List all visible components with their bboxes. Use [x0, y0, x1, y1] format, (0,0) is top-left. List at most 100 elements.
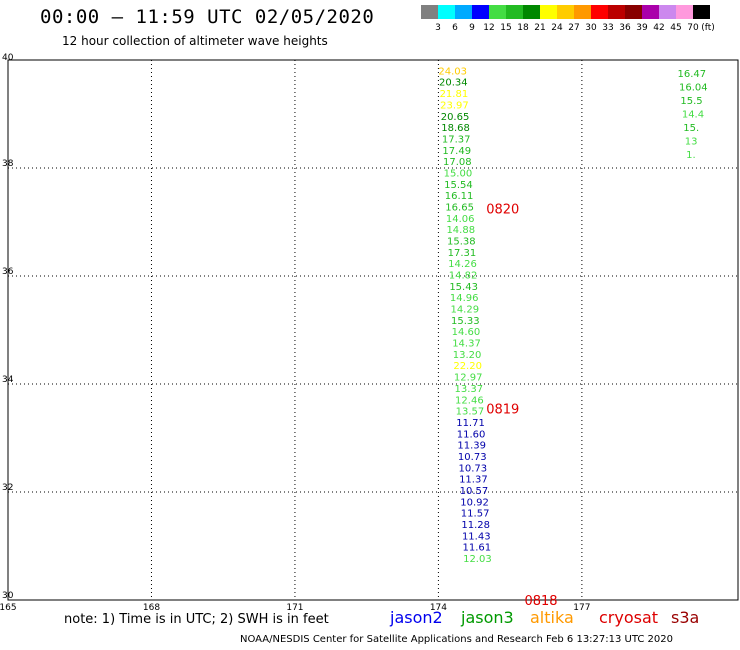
wave-height-value: 1.	[686, 150, 696, 161]
y-tick-label: 30	[2, 591, 14, 601]
wave-height-value: 14.82	[449, 271, 478, 282]
x-tick-label: 171	[286, 603, 303, 613]
wave-height-value: 14.37	[452, 339, 481, 350]
color-swatch	[557, 5, 574, 19]
color-swatch	[625, 5, 642, 19]
legend-item-s3a: s3a	[671, 608, 700, 627]
legend-item-jason2: jason2	[390, 608, 443, 627]
color-swatch	[659, 5, 676, 19]
color-scale-label: 9	[469, 23, 475, 33]
wave-height-value: 11.57	[461, 509, 490, 520]
color-scale-label: 70	[687, 23, 699, 33]
color-swatch	[591, 5, 608, 19]
color-scale-label: 42	[653, 23, 665, 33]
color-swatch	[472, 5, 489, 19]
color-swatch	[608, 5, 625, 19]
color-scale-label: 24	[551, 23, 563, 33]
wave-height-value: 10.73	[459, 463, 488, 474]
y-tick-label: 32	[2, 483, 13, 493]
wave-height-value: 15.54	[444, 180, 473, 191]
color-swatch	[540, 5, 557, 19]
wave-height-value: 15.38	[447, 237, 476, 248]
wave-height-value: 15.33	[451, 316, 480, 327]
wave-height-value: 11.60	[457, 429, 486, 440]
wave-height-value: 21.81	[440, 89, 469, 100]
wave-height-value: 12.46	[455, 395, 484, 406]
wave-height-value: 14.96	[450, 293, 479, 304]
x-tick-label: 174	[430, 603, 447, 613]
color-swatch	[642, 5, 659, 19]
wave-height-value: 11.37	[459, 475, 488, 486]
wave-height-value: 18.68	[441, 123, 470, 134]
color-swatch	[574, 5, 591, 19]
footer-credit: NOAA/NESDIS Center for Satellite Applica…	[240, 634, 673, 645]
wave-height-value: 10.57	[460, 486, 489, 497]
wave-height-value: 14.60	[452, 327, 481, 338]
wave-height-value: 15.	[683, 123, 699, 134]
wave-height-value: 23.97	[440, 100, 469, 111]
note-text: note: 1) Time is in UTC; 2) SWH is in fe…	[64, 612, 329, 627]
x-tick-label: 165	[0, 603, 17, 613]
wave-height-value: 14.29	[450, 305, 479, 316]
color-swatch	[676, 5, 693, 19]
wave-height-value: 17.49	[442, 146, 471, 157]
wave-height-value: 17.37	[442, 134, 471, 145]
legend-item-altika: altika	[530, 608, 574, 627]
wave-height-value: 17.08	[443, 157, 472, 168]
color-swatch	[421, 5, 438, 19]
wave-height-value: 20.34	[439, 78, 468, 89]
wave-height-value: 22.20	[453, 361, 482, 372]
wave-height-value: 13.20	[453, 350, 482, 361]
page-subtitle: 12 hour collection of altimeter wave hei…	[62, 34, 328, 48]
color-scale-label: 45	[670, 23, 682, 33]
track-time-label: 0819	[486, 402, 519, 417]
wave-height-value: 11.61	[463, 543, 492, 554]
wave-height-value: 14.26	[448, 259, 477, 270]
wave-height-value: 11.71	[456, 418, 485, 429]
color-scale-label: 27	[568, 23, 580, 33]
color-swatch	[489, 5, 506, 19]
color-swatch	[523, 5, 540, 19]
wave-height-value: 11.28	[461, 520, 490, 531]
wave-height-value: 10.73	[458, 452, 487, 463]
wave-height-value: 24.03	[438, 66, 467, 77]
wave-height-value: 15.00	[444, 168, 473, 179]
y-tick-label: 36	[2, 267, 14, 277]
page-title: 00:00 – 11:59 UTC 02/05/2020	[40, 6, 375, 28]
wave-height-value: 11.39	[457, 441, 486, 452]
x-tick-label: 168	[143, 603, 160, 613]
wave-height-value: 12.03	[463, 554, 492, 565]
wave-height-value: 13.37	[454, 384, 483, 395]
color-swatch	[506, 5, 523, 19]
color-swatch	[693, 5, 710, 19]
map-frame	[7, 59, 739, 601]
color-scale-label: 39	[636, 23, 648, 33]
wave-height-value: 16.04	[679, 83, 708, 94]
color-scale-label: 12	[483, 23, 495, 33]
color-scale-label: 33	[602, 23, 614, 33]
y-tick-label: 34	[2, 375, 14, 385]
wave-height-value: 16.65	[445, 202, 474, 213]
wave-height-value: 15.43	[449, 282, 478, 293]
color-scale-unit: (ft)	[701, 23, 715, 33]
color-swatch	[455, 5, 472, 19]
legend-item-cryosat: cryosat	[599, 608, 659, 627]
color-swatch	[438, 5, 455, 19]
wave-height-value: 14.06	[446, 214, 475, 225]
color-scale-label: 18	[517, 23, 529, 33]
wave-height-value: 15.5	[680, 96, 702, 107]
wave-height-value: 13.57	[456, 407, 485, 418]
wave-height-value: 12.97	[454, 373, 483, 384]
y-tick-label: 38	[2, 159, 14, 169]
wave-height-value: 17.31	[448, 248, 477, 259]
y-tick-label: 40	[2, 53, 14, 63]
color-scale-label: 3	[435, 23, 441, 33]
color-scale-label: 30	[585, 23, 597, 33]
track-time-label: 0820	[486, 203, 519, 218]
wave-height-value: 13	[685, 137, 698, 148]
color-scale-label: 15	[500, 23, 512, 33]
wave-height-value: 16.47	[678, 69, 707, 80]
x-tick-label: 177	[573, 603, 590, 613]
wave-height-value: 10.92	[460, 497, 489, 508]
